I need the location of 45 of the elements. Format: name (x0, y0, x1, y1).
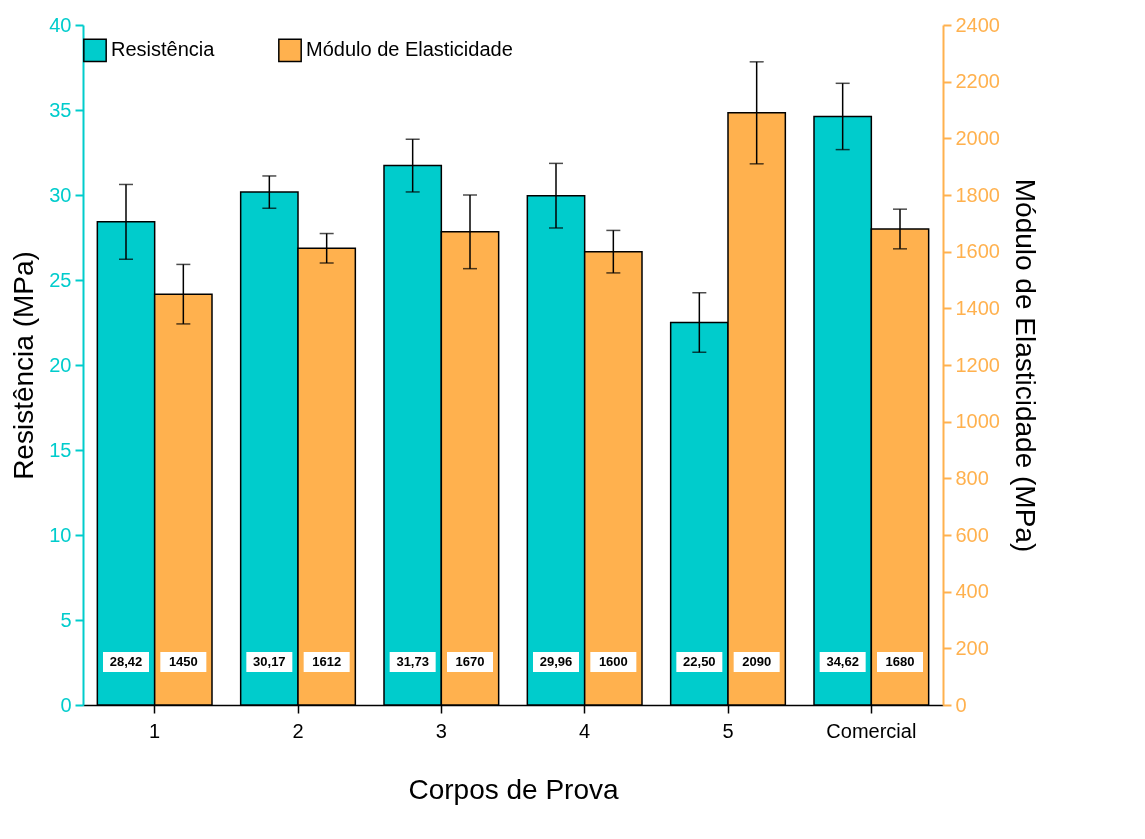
y2-tick-label: 1000 (955, 410, 1000, 433)
data-label: 1600 (598, 654, 628, 669)
legend-label: Resistência (111, 38, 216, 61)
data-label: 22,50 (683, 654, 716, 669)
x-axis-title: Corpos de Prova (408, 773, 619, 805)
x-tick-label: 3 (435, 719, 447, 742)
x-tick-label: Comercial (826, 719, 917, 742)
data-label: 31,73 (396, 654, 429, 669)
y2-tick-label: 600 (955, 523, 989, 546)
y2-tick-label: 1800 (955, 183, 1000, 206)
y2-tick-label: 0 (955, 693, 967, 716)
y-tick-label: 35 (49, 98, 72, 121)
y-tick-label: 30 (49, 183, 72, 206)
data-label: 1680 (885, 654, 915, 669)
y2-tick-label: 1200 (955, 353, 1000, 376)
y2-axis-title: Módulo de Elasticidade (MPa) (1009, 178, 1041, 553)
data-label: 1612 (312, 654, 342, 669)
y2-tick-label: 200 (955, 636, 989, 659)
y2-tick-label: 2200 (955, 70, 1000, 93)
data-label: 2090 (742, 654, 772, 669)
y2-tick-label: 800 (955, 466, 989, 489)
data-label: 29,96 (539, 654, 573, 669)
y-tick-label: 5 (60, 608, 72, 631)
x-tick-label: 5 (722, 719, 734, 742)
y2-tick-label: 2000 (955, 126, 1000, 149)
y2-tick-label: 1400 (955, 296, 1000, 319)
data-label: 30,17 (253, 654, 286, 669)
y-tick-label: 0 (60, 693, 72, 716)
y-tick-label: 20 (49, 353, 72, 376)
y2-tick-label: 400 (955, 580, 989, 603)
y-tick-label: 15 (49, 438, 72, 461)
data-label: 28,42 (109, 654, 143, 669)
x-tick-label: 1 (149, 719, 161, 742)
data-label: 1670 (455, 654, 485, 669)
x-tick-label: 4 (579, 719, 591, 742)
y2-tick-label: 1600 (955, 240, 1000, 263)
data-label: 34,62 (826, 654, 859, 669)
legend-label: Módulo de Elasticidade (306, 38, 513, 61)
y-tick-label: 10 (49, 523, 72, 546)
data-label: 1450 (168, 654, 198, 669)
y-tick-label: 40 (49, 13, 72, 36)
y-axis-title: Resistência (MPa) (8, 251, 40, 480)
y-tick-label: 25 (49, 268, 72, 291)
x-tick-label: 2 (292, 719, 304, 742)
y2-tick-label: 2400 (955, 13, 1000, 36)
